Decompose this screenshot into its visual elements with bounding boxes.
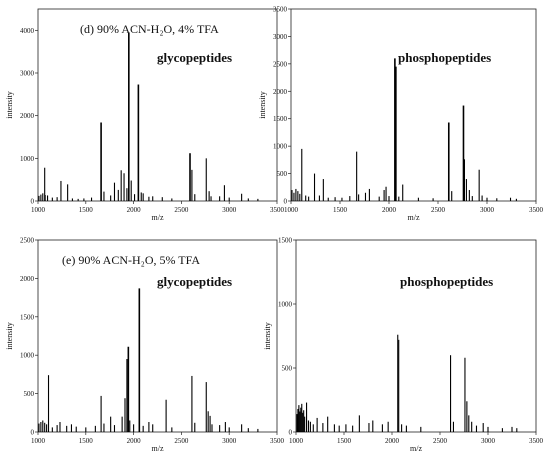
y-tick-label: 2000 — [20, 275, 35, 283]
x-axis-label: m/z — [410, 444, 422, 453]
y-axis-label: intensity — [5, 91, 14, 119]
x-axis-label: m/z — [408, 213, 420, 222]
x-tick-label: 2500 — [174, 437, 189, 445]
x-tick-label: 1000 — [289, 437, 304, 445]
y-tick-label: 1000 — [273, 143, 288, 151]
x-tick-label: 2000 — [127, 206, 142, 214]
y-tick-label: 500 — [24, 390, 35, 398]
x-tick-label: 1500 — [79, 206, 94, 214]
series-annotation: glycopeptides — [157, 274, 232, 289]
x-tick-label: 2500 — [431, 206, 446, 214]
x-tick-label: 2000 — [382, 206, 397, 214]
y-tick-label: 3000 — [20, 70, 35, 78]
x-tick-label: 1500 — [333, 206, 348, 214]
x-tick-label: 2000 — [385, 437, 400, 445]
y-axis-label: intensity — [263, 322, 272, 350]
y-axis-label: intensity — [5, 322, 14, 350]
y-tick-label: 0 — [31, 198, 35, 206]
y-tick-label: 500 — [282, 365, 293, 373]
x-tick-label: 3500 — [270, 206, 285, 214]
chart-panel-4: 0 500 1000 1500 1000 1500 2000 2500 3000 3500 m/z i… — [263, 237, 544, 454]
chart-panel-3: 0 500 1000 1500 2000 2500 1000 1500 2000 2500 3000… — [5, 237, 285, 454]
y-tick-label: 1500 — [273, 115, 288, 123]
panel-title: (e) 90% ACN-H₂O, 5% TFA — [62, 253, 200, 267]
y-tick-label: 2500 — [273, 60, 288, 68]
plot-frame — [290, 8, 537, 202]
y-tick-label: 0 — [31, 429, 35, 437]
y-axis-label: intensity — [258, 91, 267, 119]
y-tick-label: 1000 — [20, 155, 35, 163]
x-tick-label: 1500 — [337, 437, 352, 445]
x-axis-label: m/z — [152, 444, 164, 453]
x-tick-label: 3500 — [529, 437, 544, 445]
y-tick-label: 4000 — [20, 27, 35, 35]
plot-frame — [295, 239, 537, 433]
y-tick-label: 0 — [284, 198, 288, 206]
x-tick-label: 1000 — [31, 206, 46, 214]
x-tick-label: 1000 — [31, 437, 46, 445]
plot-frame — [37, 239, 278, 433]
y-tick-label: 500 — [277, 170, 288, 178]
x-tick-label: 2500 — [433, 437, 448, 445]
y-tick-label: 0 — [289, 429, 293, 437]
x-axis-label: m/z — [152, 213, 164, 222]
x-tick-label: 3500 — [270, 437, 285, 445]
y-tick-label: 1500 — [20, 313, 35, 321]
y-tick-label: 2500 — [20, 237, 35, 245]
x-tick-label: 2500 — [174, 206, 189, 214]
y-tick-label: 2000 — [273, 88, 288, 96]
plot-frame — [37, 8, 278, 202]
y-tick-label: 1000 — [20, 352, 35, 360]
series-annotation: phosphopeptides — [398, 50, 491, 65]
y-tick-label: 1500 — [278, 237, 293, 245]
x-tick-label: 1000 — [284, 206, 299, 214]
series-annotation: phosphopeptides — [400, 274, 493, 289]
x-tick-label: 3000 — [481, 437, 496, 445]
y-tick-label: 1000 — [278, 301, 293, 309]
x-tick-label: 3000 — [222, 206, 237, 214]
series-annotation: glycopeptides — [157, 50, 232, 65]
x-tick-label: 3500 — [529, 206, 544, 214]
x-tick-label: 3000 — [480, 206, 495, 214]
x-tick-label: 2000 — [127, 437, 142, 445]
y-tick-label: 3500 — [273, 6, 288, 14]
y-tick-label: 3000 — [273, 33, 288, 41]
panel-title: (d) 90% ACN-H₂O, 4% TFA — [80, 22, 219, 36]
y-tick-label: 2000 — [20, 112, 35, 120]
x-tick-label: 3000 — [222, 437, 237, 445]
x-tick-label: 1500 — [79, 437, 94, 445]
